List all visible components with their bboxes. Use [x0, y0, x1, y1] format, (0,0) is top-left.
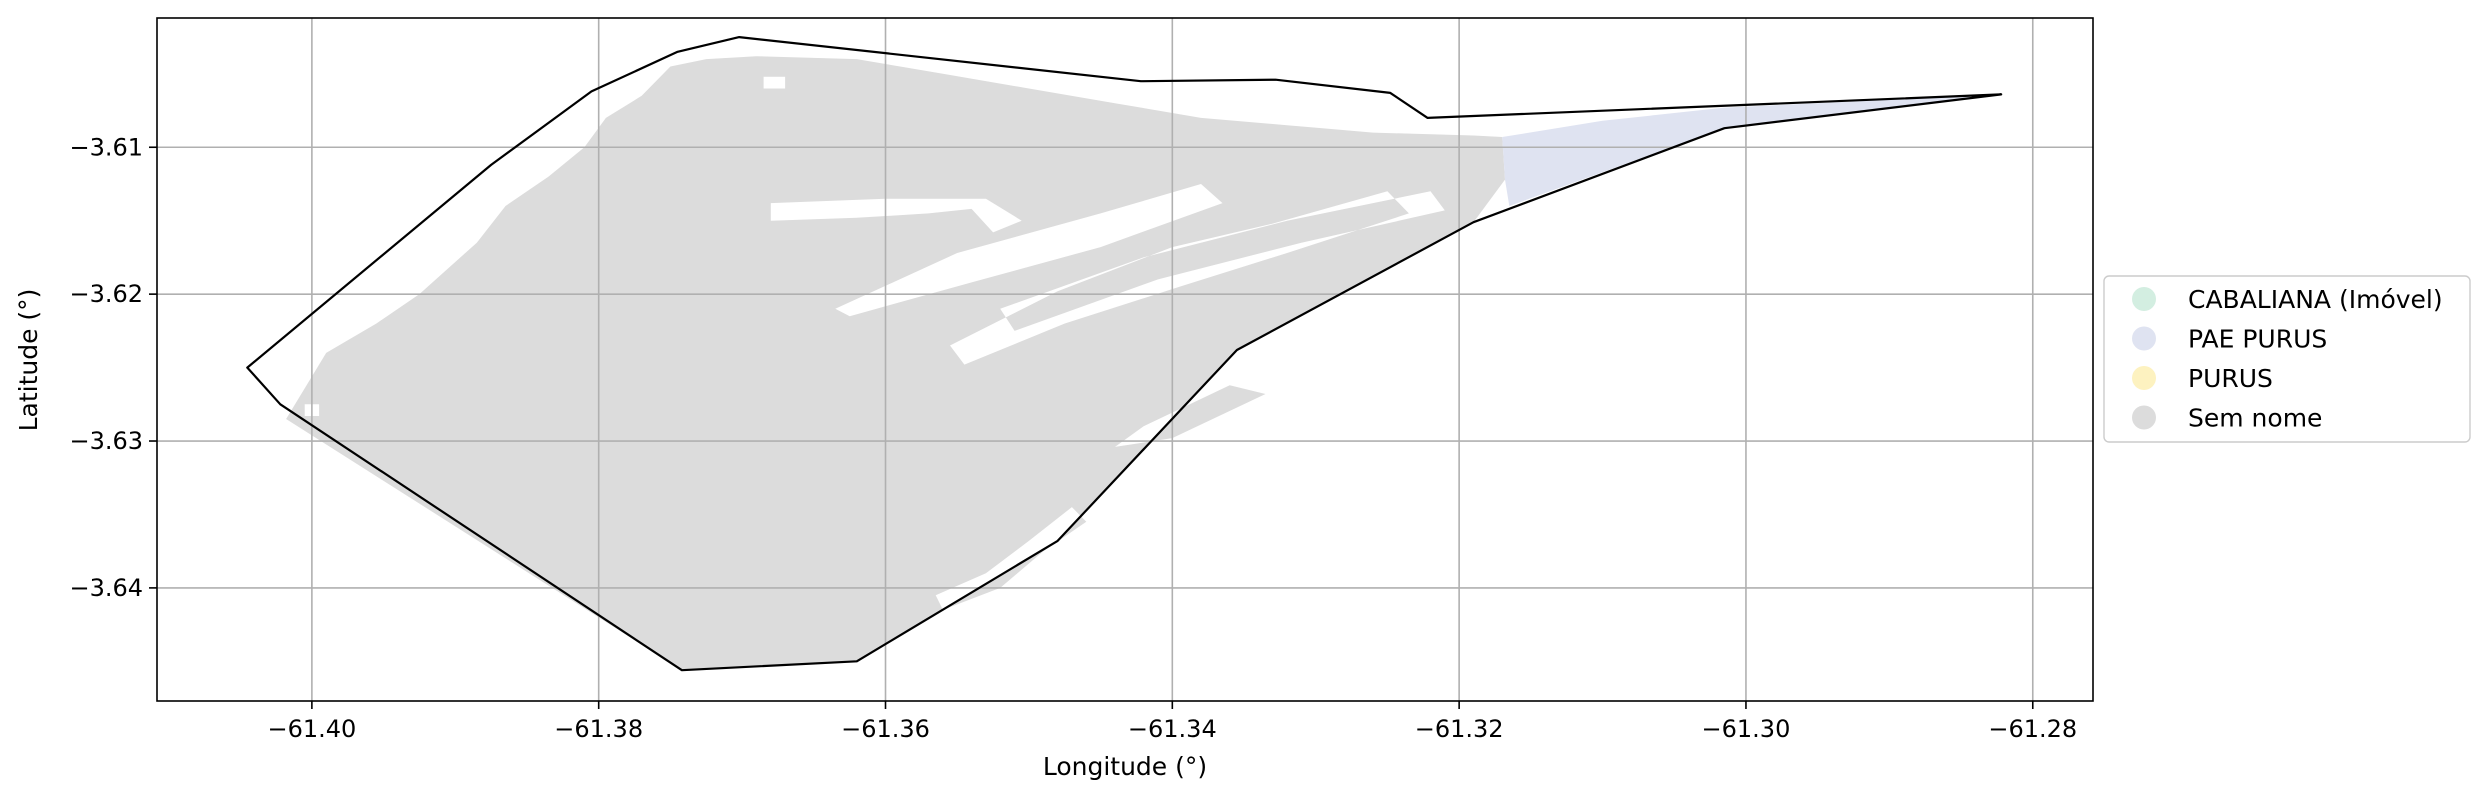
y-tick-label: −3.63: [69, 427, 143, 455]
y-tick-label: −3.64: [69, 574, 143, 602]
legend-marker: [2132, 326, 2156, 351]
legend: CABALIANA (Imóvel) PAE PURUS PURUS Sem nome: [2103, 275, 2471, 443]
legend-item: PAE PURUS: [2132, 325, 2327, 354]
boundary-outline: [246, 36, 2003, 672]
x-tick-label: −61.30: [1702, 715, 1791, 743]
y-tick-label: −3.62: [69, 280, 143, 308]
y-axis-label: Latitude (°): [14, 289, 43, 432]
x-tick-label: −61.28: [1988, 715, 2077, 743]
x-tick-label: −61.36: [841, 715, 930, 743]
y-tick-label: −3.61: [69, 133, 143, 161]
legend-frame: [2103, 275, 2471, 443]
legend-label: Sem nome: [2188, 404, 2322, 433]
legend-label: CABALIANA (Imóvel): [2188, 285, 2443, 314]
x-axis-label: Longitude (°): [1043, 752, 1207, 781]
x-tick-label: −61.38: [554, 715, 643, 743]
map-layers: [286, 56, 2002, 671]
legend-item: CABALIANA (Imóvel): [2132, 285, 2443, 314]
x-tick-label: −61.34: [1128, 715, 1217, 743]
legend-item: PURUS: [2132, 364, 2273, 393]
pae-purus-area: [1502, 94, 2002, 206]
sem-nome-area: [286, 56, 1506, 671]
x-tick-label: −61.40: [267, 715, 356, 743]
legend-item: Sem nome: [2132, 404, 2322, 433]
legend-marker: [2132, 366, 2156, 390]
axis-ticks: −61.40 −61.38 −61.36 −61.34 −61.32 −61.30 −61.…: [69, 133, 2077, 743]
legend-label: PAE PURUS: [2188, 325, 2327, 354]
legend-marker: [2132, 287, 2156, 311]
x-tick-label: −61.32: [1415, 715, 1504, 743]
legend-label: PURUS: [2188, 364, 2273, 393]
boundary-layer: [246, 36, 2003, 672]
legend-marker: [2132, 405, 2156, 430]
plot-frame: [156, 17, 2094, 702]
grid-lines: [157, 18, 2093, 701]
